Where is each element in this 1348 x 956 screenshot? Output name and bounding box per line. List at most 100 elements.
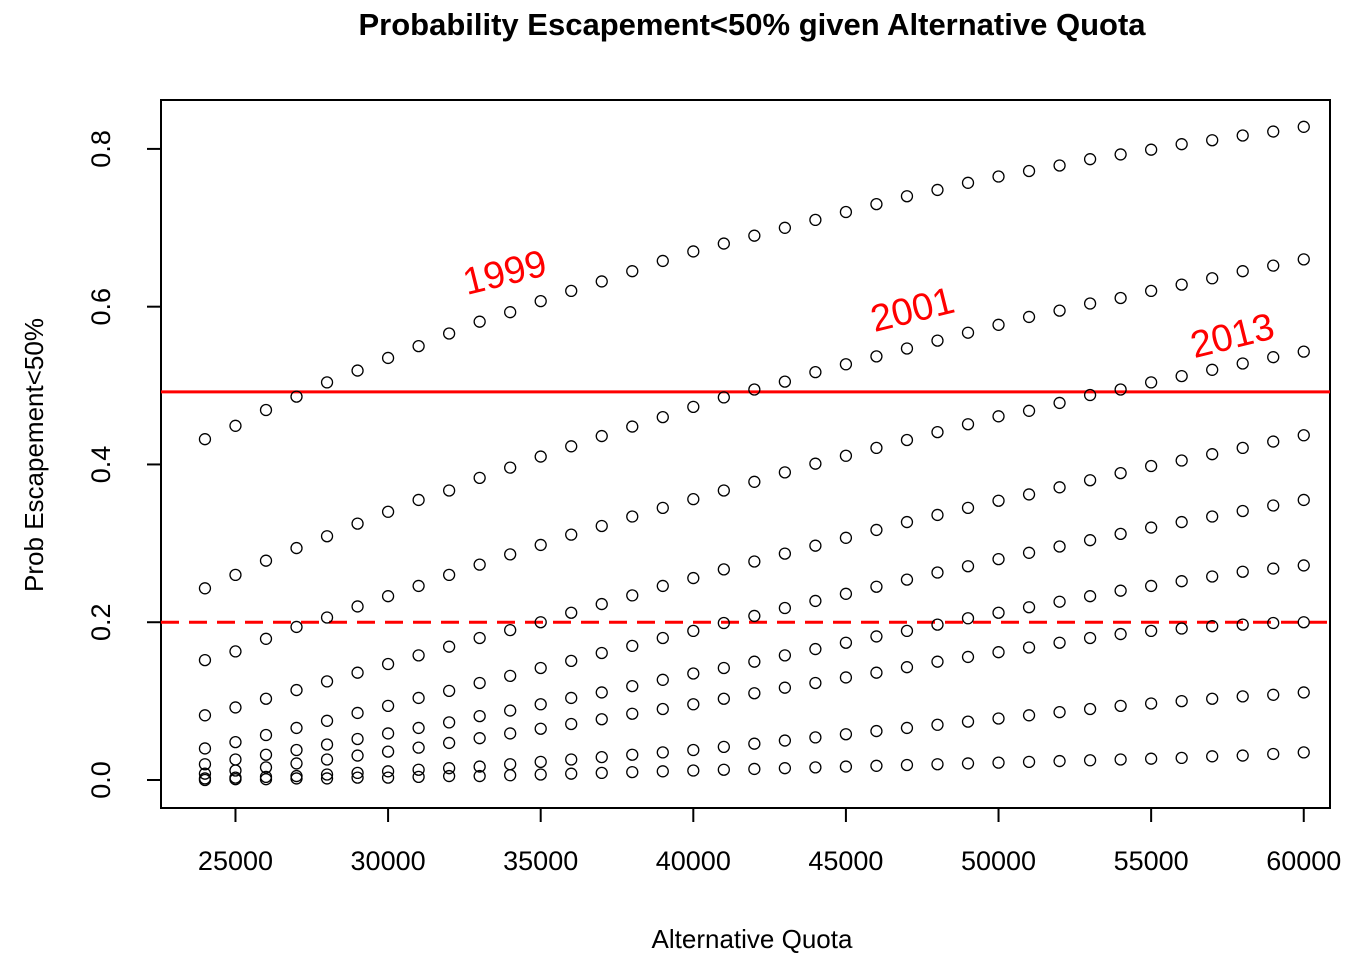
point [565, 528, 578, 541]
point [229, 735, 242, 749]
point [1267, 499, 1280, 512]
point [687, 400, 700, 414]
point [351, 749, 364, 762]
point [1053, 481, 1066, 494]
point [290, 620, 303, 634]
point [900, 758, 914, 772]
point [748, 555, 761, 568]
point [1114, 383, 1127, 396]
point [1206, 570, 1219, 583]
y-tick-label: 0.4 [86, 446, 116, 484]
point [1053, 636, 1066, 649]
point [687, 764, 700, 777]
point [656, 631, 669, 645]
point [717, 740, 730, 754]
point [656, 410, 669, 424]
point [1022, 310, 1036, 324]
x-tick-label: 40000 [656, 846, 731, 876]
point [198, 653, 212, 667]
point [748, 475, 761, 488]
point [1114, 291, 1127, 305]
point [626, 679, 639, 693]
x-tick-label: 25000 [198, 846, 273, 876]
point [351, 666, 364, 679]
point [1236, 749, 1249, 762]
point [1114, 148, 1127, 161]
point [1144, 752, 1158, 765]
point [259, 403, 273, 417]
point [351, 732, 364, 746]
point [1236, 565, 1249, 578]
point [931, 655, 944, 668]
point [504, 704, 517, 717]
point [717, 484, 730, 497]
point [351, 517, 364, 530]
point [992, 318, 1005, 331]
point [565, 654, 578, 668]
point [961, 612, 975, 625]
point [1144, 521, 1158, 534]
point [504, 623, 517, 637]
point [870, 630, 883, 643]
point [992, 756, 1005, 769]
point [1297, 120, 1310, 133]
x-axis-label: Alternative Quota [652, 924, 853, 954]
point [351, 706, 364, 720]
point [1144, 697, 1158, 710]
point [1206, 134, 1219, 147]
point [1022, 488, 1036, 501]
point [351, 771, 364, 784]
point [1175, 694, 1188, 708]
point [595, 597, 608, 611]
x-tick-label: 30000 [351, 846, 426, 876]
point [1053, 396, 1066, 410]
point [351, 364, 364, 377]
point [259, 692, 273, 705]
chart-title: Probability Escapement<50% given Alterna… [358, 7, 1146, 42]
point [748, 655, 761, 668]
point [1206, 692, 1219, 705]
point [1267, 688, 1280, 701]
point [626, 765, 639, 779]
point [351, 600, 364, 613]
point [351, 766, 364, 780]
point [259, 748, 273, 761]
point [442, 484, 456, 497]
point [381, 727, 395, 740]
point [687, 667, 700, 680]
y-tick-label: 0.0 [86, 761, 116, 799]
point [504, 306, 517, 319]
point [656, 673, 669, 686]
point [900, 342, 914, 355]
point [229, 645, 242, 658]
point [412, 721, 425, 735]
point [381, 657, 395, 671]
point [748, 609, 761, 623]
point [198, 709, 212, 722]
point [504, 758, 517, 771]
point [534, 768, 547, 781]
point [1022, 641, 1036, 654]
point [809, 539, 822, 552]
point [1083, 631, 1097, 645]
x-tick-label: 55000 [1114, 846, 1189, 876]
point [1297, 559, 1310, 572]
point [565, 767, 578, 780]
point [412, 741, 425, 754]
point [595, 766, 608, 780]
point [1236, 504, 1249, 518]
point [320, 611, 334, 624]
point [992, 552, 1005, 566]
point [870, 759, 883, 772]
point [1297, 746, 1310, 759]
point [1083, 297, 1097, 310]
point [1175, 278, 1188, 291]
point [717, 763, 730, 776]
point [534, 661, 547, 675]
point [656, 746, 669, 759]
point [687, 698, 700, 711]
point [198, 582, 212, 595]
point [1206, 620, 1219, 633]
point [1022, 601, 1036, 614]
point [626, 420, 639, 433]
